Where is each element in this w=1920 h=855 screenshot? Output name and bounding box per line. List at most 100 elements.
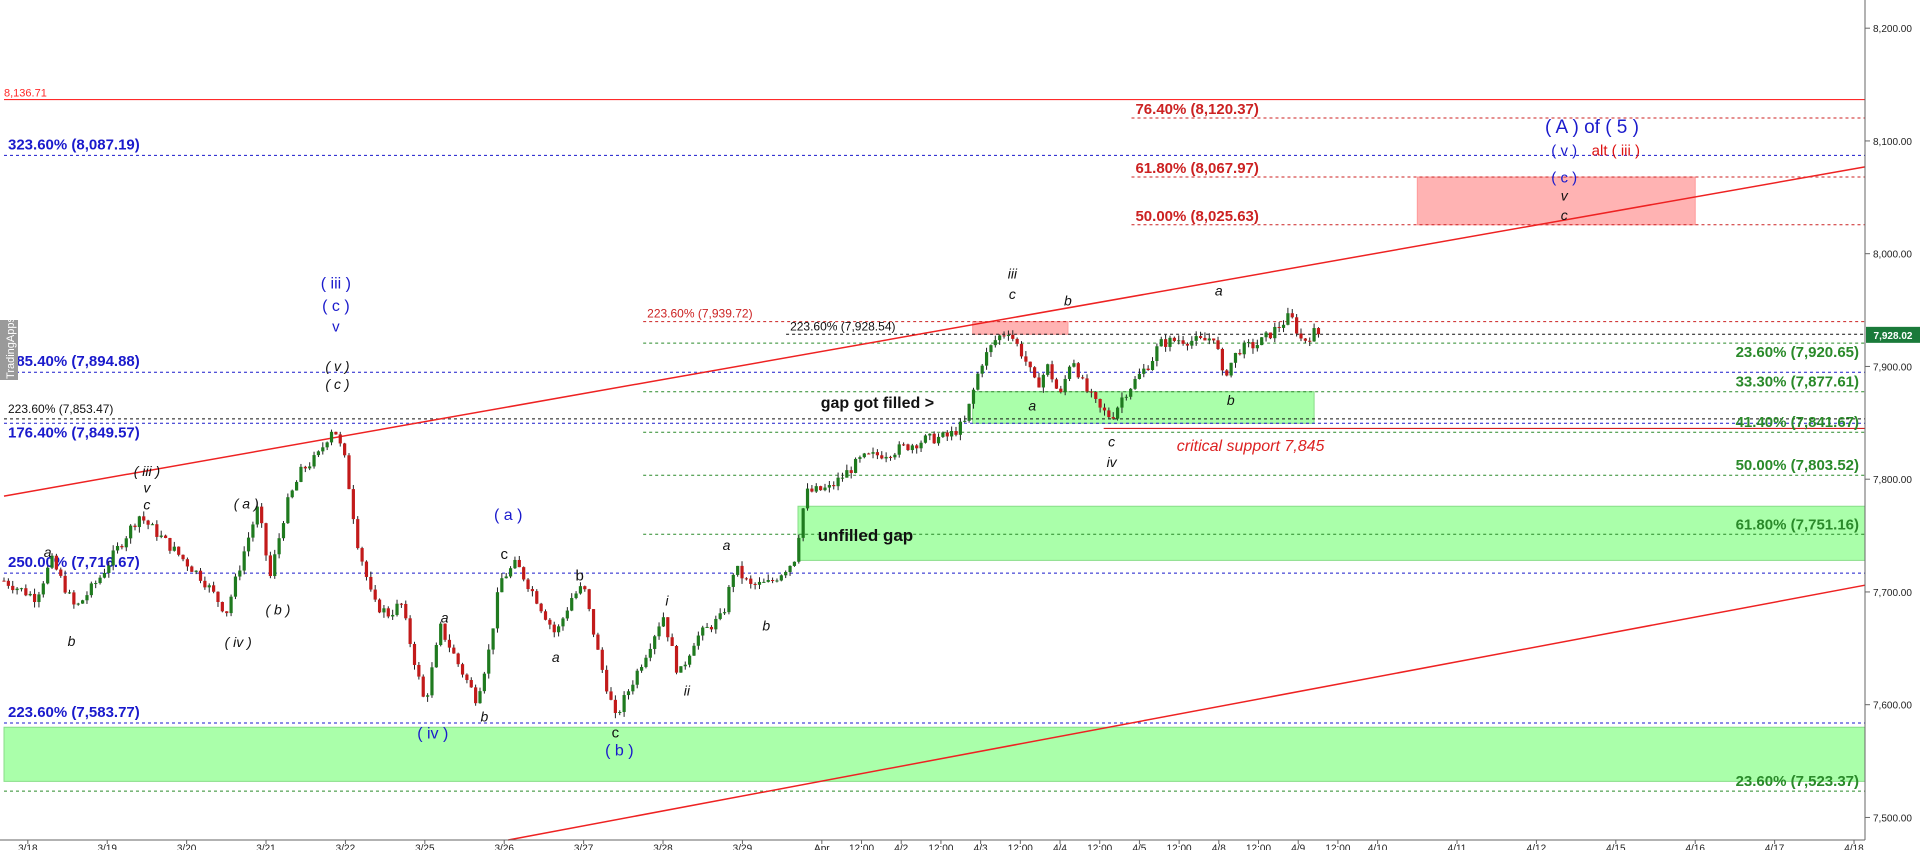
candle-body-182: [797, 537, 801, 562]
watermark-text: TradingApps: [4, 317, 17, 379]
candle-body-292: [1277, 326, 1281, 328]
candle-body-168: [736, 565, 740, 575]
candle-body-246: [1076, 363, 1080, 378]
x-tick-label-3: 3/21: [256, 844, 276, 850]
wave-label-40: b: [575, 568, 583, 585]
candle-body-250: [1094, 391, 1098, 399]
level-label-4: 50.00% (8,025.63): [1135, 208, 1258, 225]
wave-label-1: ( v ): [1551, 143, 1577, 160]
candle-body-238: [1041, 374, 1045, 388]
candle-body-229: [1002, 335, 1006, 337]
candle-body-154: [674, 645, 679, 673]
candle-body-211: [923, 435, 928, 443]
candle-body-228: [998, 335, 1002, 341]
candle-body-224: [980, 365, 984, 374]
candle-body-170: [744, 578, 748, 580]
candle-body-223: [976, 373, 980, 390]
candle-body-253: [1107, 410, 1111, 418]
x-tick-label-23: 12:00: [1325, 844, 1350, 850]
candle-body-134: [587, 589, 591, 610]
candle-body-17: [76, 603, 80, 605]
wave-label-16: unfilled gap: [818, 526, 913, 545]
candle-body-176: [770, 580, 775, 582]
candle-body-46: [203, 580, 207, 588]
y-tick-label-3: 7,800.00: [1873, 475, 1912, 486]
wave-label-23: v: [332, 318, 340, 335]
candle-body-84: [369, 576, 373, 590]
candle-body-249: [1089, 391, 1093, 393]
candle-body-69: [303, 466, 307, 469]
candle-body-98: [430, 667, 434, 696]
candle-body-244: [1067, 366, 1072, 379]
wave-label-42: ( b ): [605, 742, 633, 759]
candle-body-19: [85, 595, 89, 601]
x-tick-label-7: 3/27: [574, 844, 594, 850]
wave-label-15: critical support 7,845: [1177, 438, 1325, 455]
candle-body-298: [1303, 338, 1307, 341]
wave-label-0: ( A ) of ( 5 ): [1545, 117, 1639, 138]
wave-label-9: a: [1215, 282, 1223, 298]
candle-body-220: [963, 420, 967, 422]
candle-body-242: [1059, 388, 1063, 393]
candle-body-148: [648, 648, 652, 658]
candle-body-281: [1229, 362, 1233, 376]
candle-body-44: [194, 570, 198, 572]
candle-body-226: [989, 345, 993, 353]
candle-body-71: [312, 455, 316, 467]
candle-body-79: [347, 455, 351, 490]
candle-body-173: [757, 581, 762, 585]
x-tick-label-16: 4/4: [1053, 844, 1067, 850]
candle-body-299: [1308, 340, 1312, 342]
wave-label-4: v: [1561, 188, 1569, 204]
y-tick-label-1: 7,600.00: [1873, 701, 1912, 712]
wave-label-30: b: [68, 633, 76, 649]
candle-body-67: [294, 481, 299, 491]
candle-body-57: [251, 524, 255, 538]
x-tick-label-10: Apr: [814, 844, 830, 850]
candle-body-53: [233, 576, 238, 597]
level-label-7: 23.60% (7,920.65): [1736, 344, 1859, 361]
candle-body-295: [1290, 313, 1294, 318]
candle-body-289: [1264, 332, 1268, 338]
candle-body-123: [539, 603, 543, 612]
x-tick-label-20: 4/8: [1212, 844, 1226, 850]
wave-label-14: gap got filled >: [821, 395, 934, 412]
candle-body-116: [508, 568, 513, 577]
candle-body-144: [631, 684, 635, 692]
candle-body-21: [94, 583, 98, 585]
candle-body-42: [185, 559, 190, 567]
candle-body-267: [1168, 337, 1172, 347]
candle-body-254: [1111, 417, 1115, 419]
candle-body-183: [801, 508, 805, 538]
candle-body-89: [391, 614, 395, 617]
candle-body-294: [1286, 313, 1290, 325]
wave-label-41: c: [612, 724, 620, 741]
candle-body-60: [264, 523, 268, 556]
candle-body-164: [718, 613, 722, 619]
candle-body-158: [692, 645, 696, 656]
candle-body-270: [1181, 340, 1185, 344]
wave-label-34: ( a ): [494, 507, 522, 524]
candle-body-213: [932, 433, 936, 444]
x-tick-label-6: 3/26: [494, 844, 514, 850]
candle-body-135: [591, 609, 596, 635]
candle-body-105: [460, 664, 465, 675]
candle-body-38: [168, 537, 172, 551]
candle-body-70: [308, 466, 312, 469]
candle-body-282: [1233, 352, 1238, 363]
candle-body-179: [784, 572, 788, 576]
level-label-2: 323.60% (8,087.19): [8, 136, 140, 153]
candle-body-28: [124, 538, 128, 548]
candle-body-96: [421, 676, 425, 697]
x-tick-label-24: 4/10: [1368, 844, 1388, 850]
wave-label-10: b: [1227, 392, 1235, 408]
candle-body-83: [364, 561, 369, 577]
candle-body-104: [456, 653, 460, 665]
candle-body-146: [639, 667, 644, 671]
candle-body-273: [1194, 336, 1198, 341]
candle-body-275: [1203, 337, 1207, 341]
wave-label-36: a: [441, 609, 449, 625]
candle-body-103: [452, 647, 456, 654]
wave-label-37: b: [480, 709, 488, 725]
x-tick-label-13: 12:00: [928, 844, 953, 850]
